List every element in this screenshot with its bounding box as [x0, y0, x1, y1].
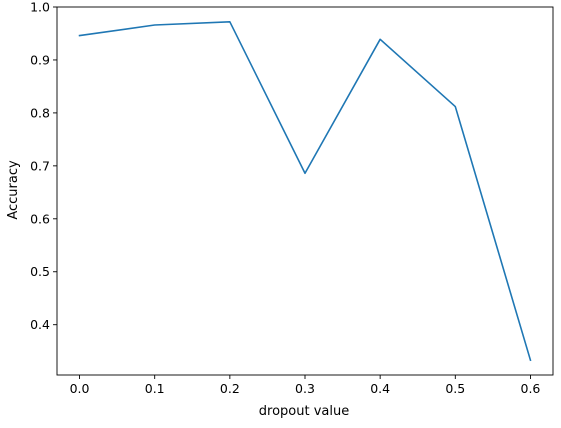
x-tick-label: 0.4 [370, 381, 390, 396]
series-line-0 [78, 21, 532, 362]
x-axis-ticks: 0.0 0.1 0.2 0.3 0.4 0.5 0.6 [70, 375, 541, 396]
data-point [79, 35, 81, 37]
y-tick-label: 0.7 [30, 158, 50, 173]
y-tick-label: 0.6 [30, 211, 50, 226]
x-axis-label: dropout value [259, 404, 349, 419]
x-tick-label: 0.1 [145, 381, 165, 396]
data-point [530, 359, 532, 361]
plot-area [56, 6, 554, 376]
x-tick-label: 0.0 [70, 381, 90, 396]
y-axis-label: Accuracy [6, 160, 21, 220]
y-tick-label: 1.0 [30, 0, 50, 15]
y-tick-label: 0.4 [30, 317, 50, 332]
data-point [154, 24, 156, 26]
y-axis-ticks: 0.4 0.5 0.6 0.7 0.8 0.9 1.0 [30, 0, 57, 332]
x-tick-label: 0.5 [445, 381, 465, 396]
data-point [379, 38, 381, 40]
x-tick-label: 0.3 [295, 381, 315, 396]
x-tick-label: 0.6 [521, 381, 541, 396]
plot-frame [56, 6, 554, 376]
y-tick-label: 0.8 [30, 105, 50, 120]
y-tick-label: 0.5 [30, 264, 50, 279]
data-point [229, 21, 231, 23]
x-tick-label: 0.2 [220, 381, 240, 396]
data-point [455, 106, 457, 108]
data-point [304, 172, 306, 174]
y-tick-label: 0.9 [30, 52, 50, 67]
